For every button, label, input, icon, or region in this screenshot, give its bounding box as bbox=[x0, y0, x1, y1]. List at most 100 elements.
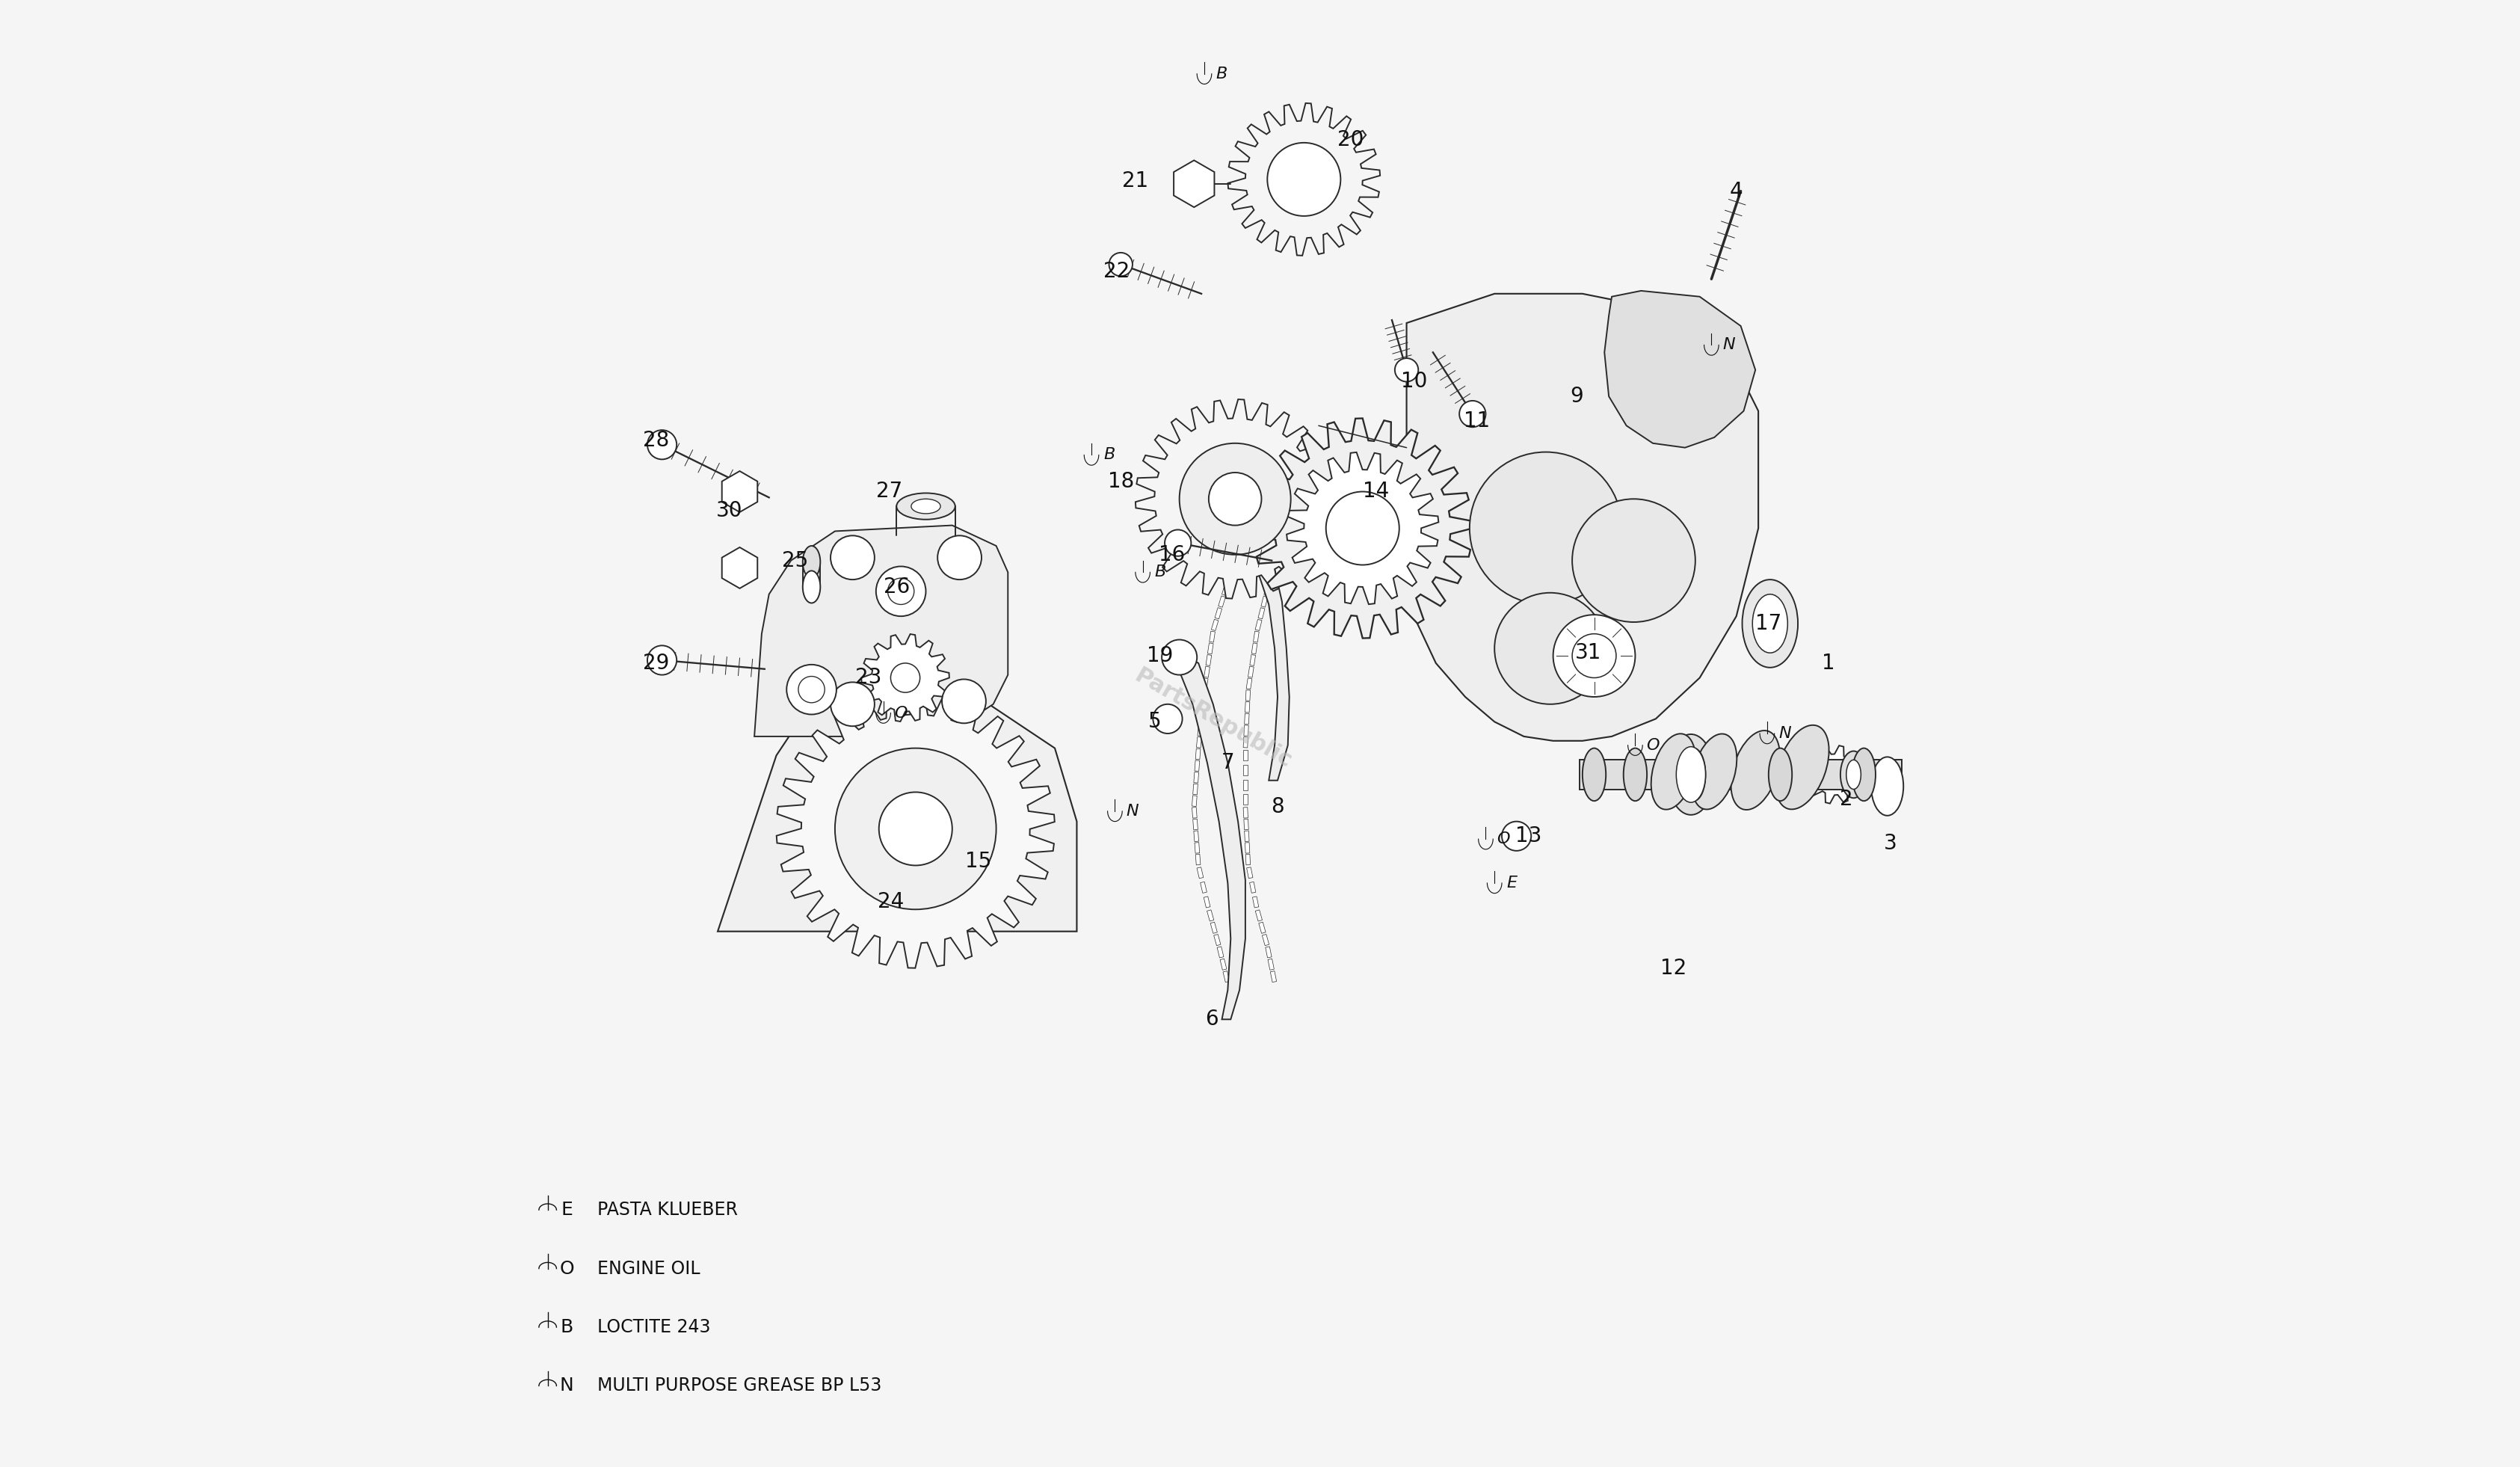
Ellipse shape bbox=[1847, 760, 1860, 789]
Bar bbox=[1245, 713, 1250, 725]
Text: 18: 18 bbox=[1109, 471, 1134, 491]
Bar bbox=[1205, 666, 1210, 678]
Bar bbox=[1194, 854, 1200, 866]
Circle shape bbox=[1396, 358, 1419, 381]
Bar bbox=[1222, 584, 1230, 596]
Bar bbox=[1210, 923, 1217, 933]
Bar bbox=[1197, 736, 1202, 748]
Ellipse shape bbox=[1651, 734, 1696, 810]
Bar bbox=[1270, 971, 1278, 983]
Polygon shape bbox=[776, 689, 1056, 968]
Bar bbox=[1194, 748, 1200, 760]
Bar bbox=[1194, 842, 1200, 854]
Bar bbox=[1197, 725, 1202, 736]
Bar bbox=[1255, 910, 1263, 921]
Text: LOCTITE 243: LOCTITE 243 bbox=[597, 1319, 711, 1336]
Text: 7: 7 bbox=[1222, 753, 1235, 773]
Ellipse shape bbox=[912, 499, 940, 513]
Bar bbox=[1194, 830, 1200, 842]
Text: 12: 12 bbox=[1661, 958, 1686, 978]
Text: N: N bbox=[1724, 337, 1736, 352]
Bar bbox=[1217, 596, 1225, 607]
Polygon shape bbox=[753, 525, 1008, 736]
Bar bbox=[1200, 882, 1207, 893]
Text: 15: 15 bbox=[965, 851, 993, 871]
Text: E: E bbox=[1507, 876, 1517, 890]
Text: B: B bbox=[1104, 447, 1114, 462]
Bar bbox=[1290, 489, 1295, 500]
Polygon shape bbox=[1257, 560, 1290, 780]
Bar bbox=[1205, 896, 1210, 908]
Bar bbox=[1215, 607, 1222, 619]
Circle shape bbox=[1552, 615, 1635, 697]
Text: 14: 14 bbox=[1363, 481, 1389, 502]
Polygon shape bbox=[718, 689, 1076, 932]
Bar bbox=[1202, 678, 1207, 689]
Bar bbox=[1200, 713, 1205, 725]
Text: 9: 9 bbox=[1570, 386, 1583, 406]
Bar bbox=[1220, 959, 1227, 970]
Bar bbox=[1232, 549, 1242, 560]
Bar bbox=[1247, 678, 1252, 689]
Circle shape bbox=[1210, 472, 1263, 525]
Text: 11: 11 bbox=[1464, 411, 1489, 431]
Circle shape bbox=[942, 679, 985, 723]
Circle shape bbox=[799, 676, 824, 703]
Text: 8: 8 bbox=[1270, 797, 1285, 817]
Circle shape bbox=[937, 535, 980, 579]
Text: 10: 10 bbox=[1401, 371, 1426, 392]
Text: B: B bbox=[559, 1319, 572, 1336]
Text: O: O bbox=[1646, 738, 1658, 753]
Bar bbox=[1245, 725, 1247, 736]
Text: O: O bbox=[895, 706, 907, 720]
Bar bbox=[1242, 525, 1250, 537]
Circle shape bbox=[1469, 452, 1623, 604]
Circle shape bbox=[648, 430, 678, 459]
Bar bbox=[1245, 819, 1247, 830]
Bar bbox=[1192, 819, 1197, 830]
Bar bbox=[1202, 689, 1207, 701]
Bar bbox=[1260, 596, 1268, 607]
Ellipse shape bbox=[804, 546, 822, 578]
Ellipse shape bbox=[1676, 747, 1706, 802]
Text: 21: 21 bbox=[1121, 170, 1149, 191]
Ellipse shape bbox=[1777, 725, 1830, 810]
Bar bbox=[1245, 689, 1250, 701]
Ellipse shape bbox=[1583, 748, 1605, 801]
Text: 3: 3 bbox=[1882, 833, 1898, 854]
Circle shape bbox=[648, 645, 678, 675]
Bar bbox=[1207, 654, 1212, 666]
Circle shape bbox=[1494, 593, 1605, 704]
Circle shape bbox=[1179, 443, 1290, 555]
Ellipse shape bbox=[804, 571, 822, 603]
Text: N: N bbox=[559, 1378, 575, 1395]
Text: 2: 2 bbox=[1840, 789, 1852, 810]
Text: 26: 26 bbox=[885, 577, 910, 597]
Polygon shape bbox=[721, 471, 759, 512]
Text: 6: 6 bbox=[1205, 1009, 1217, 1030]
Ellipse shape bbox=[1840, 751, 1867, 798]
Bar bbox=[1245, 854, 1250, 866]
Circle shape bbox=[1162, 640, 1197, 675]
Bar bbox=[1252, 896, 1257, 908]
Bar bbox=[1217, 946, 1225, 958]
Circle shape bbox=[1164, 530, 1192, 556]
Bar bbox=[1245, 701, 1250, 713]
Bar bbox=[1207, 643, 1212, 654]
Circle shape bbox=[834, 748, 995, 910]
Circle shape bbox=[1459, 400, 1487, 427]
Ellipse shape bbox=[1741, 579, 1797, 667]
Bar bbox=[1252, 643, 1257, 654]
Bar bbox=[1247, 867, 1252, 879]
Polygon shape bbox=[1406, 293, 1759, 741]
Bar bbox=[1242, 750, 1247, 761]
Bar bbox=[1197, 867, 1205, 879]
Ellipse shape bbox=[1668, 734, 1714, 814]
Text: PartsRepublic: PartsRepublic bbox=[1131, 665, 1295, 773]
Bar bbox=[1285, 503, 1293, 515]
Text: 17: 17 bbox=[1756, 613, 1782, 634]
Circle shape bbox=[890, 663, 920, 692]
Circle shape bbox=[879, 792, 953, 866]
Text: 28: 28 bbox=[643, 430, 670, 450]
Bar bbox=[1270, 559, 1278, 571]
